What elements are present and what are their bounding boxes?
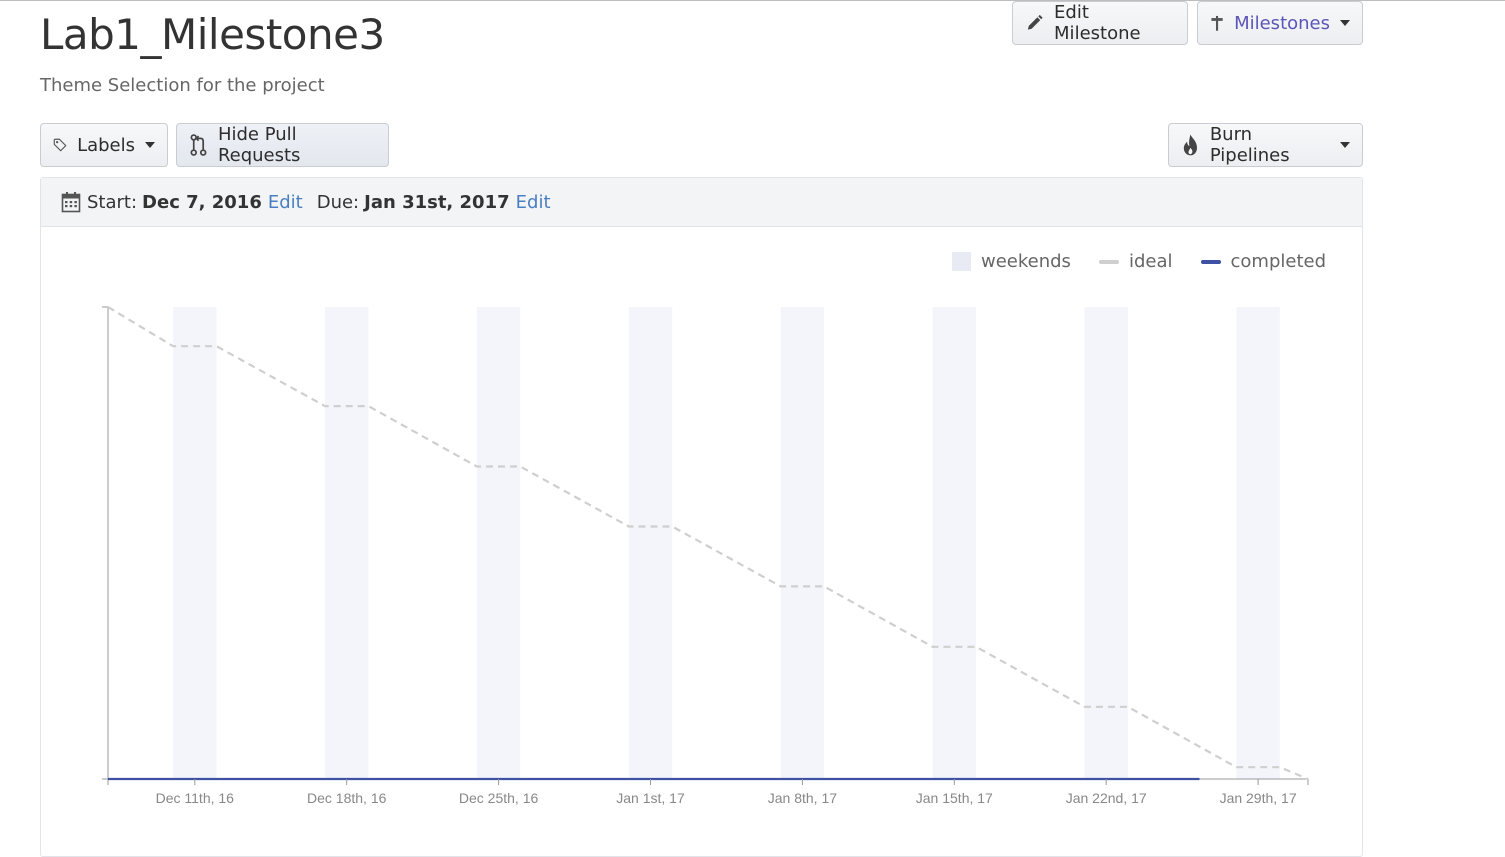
start-date: Dec 7, 2016 — [142, 191, 262, 213]
x-tick-label-1: Dec 18th, 16 — [307, 790, 387, 806]
milestones-label: Milestones — [1234, 12, 1330, 34]
ideal-line — [107, 306, 1309, 781]
weekend-band-1 — [325, 307, 369, 779]
chevron-down-icon — [145, 142, 155, 148]
weekend-band-7 — [1236, 307, 1280, 779]
x-tick-label-3: Jan 1st, 17 — [616, 790, 685, 806]
x-tick-label-4: Jan 8th, 17 — [768, 790, 837, 806]
chart-series — [107, 306, 1309, 781]
burn-pipelines-label: Burn Pipelines — [1209, 124, 1290, 166]
legend-item-ideal: ideal — [1098, 251, 1173, 272]
milestones-dropdown-button[interactable]: Milestones — [1197, 1, 1363, 45]
chevron-down-icon — [1340, 20, 1350, 26]
weekend-band-4 — [780, 307, 825, 779]
labels-dropdown-button[interactable]: Labels — [40, 123, 168, 167]
pull-request-icon — [190, 134, 207, 156]
x-tick-label-6: Jan 22nd, 17 — [1066, 790, 1147, 806]
top-border — [0, 0, 1505, 1]
milestone-dates-bar: Start: Dec 7, 2016 Edit Due: Jan 31st, 2… — [41, 178, 1362, 227]
due-date: Jan 31st, 2017 — [364, 191, 510, 213]
signpost-icon — [1211, 15, 1223, 31]
x-tick-label-0: Dec 11th, 16 — [156, 790, 235, 806]
edit-milestone-button[interactable]: Edit Milestone — [1012, 1, 1188, 45]
legend-item-weekends: weekends — [952, 251, 1071, 272]
legend-item-completed: completed — [1200, 251, 1327, 272]
weekend-band-5 — [932, 307, 976, 779]
edit-milestone-label: Edit Milestone — [1054, 2, 1141, 44]
hide-pull-requests-label: Hide Pull Requests — [217, 124, 301, 166]
flame-icon — [1183, 134, 1197, 156]
page-subtitle: Theme Selection for the project — [40, 75, 325, 96]
labels-label: Labels — [77, 134, 135, 156]
legend-swatch-weekends — [952, 252, 971, 271]
pencil-icon — [1027, 14, 1043, 30]
x-axis-ticks: Dec 11th, 16 Dec 18th, 16 Dec 25th, 16 Jan … — [156, 779, 1297, 806]
x-tick-label-7: Jan 29th, 17 — [1220, 790, 1297, 806]
page-title: Lab1_Milestone3 — [40, 10, 385, 59]
weekend-bands — [173, 307, 1280, 779]
weekend-band-3 — [628, 307, 673, 779]
weekend-band-0 — [173, 307, 217, 779]
burndown-panel: Start: Dec 7, 2016 Edit Due: Jan 31st, 2… — [40, 177, 1363, 857]
legend-label-completed: completed — [1230, 251, 1327, 272]
calendar-icon — [61, 192, 81, 213]
burndown-chart: Dec 11th, 16 Dec 18th, 16 Dec 25th, 16 Jan … — [102, 306, 1309, 806]
chevron-down-icon — [1340, 142, 1350, 148]
burn-pipelines-dropdown-button[interactable]: Burn Pipelines — [1168, 123, 1363, 167]
due-label: Due: — [316, 191, 360, 213]
legend-label-ideal: ideal — [1128, 251, 1173, 272]
tag-icon — [53, 138, 67, 152]
weekend-band-6 — [1084, 307, 1128, 779]
legend-swatch-completed — [1200, 259, 1221, 264]
chart-legend: weekends ideal completed — [952, 251, 1354, 272]
legend-swatch-ideal — [1098, 259, 1119, 264]
edit-start-date-link[interactable]: Edit — [267, 191, 303, 213]
hide-pull-requests-button[interactable]: Hide Pull Requests — [176, 123, 389, 167]
edit-due-date-link[interactable]: Edit — [515, 191, 551, 213]
weekend-band-2 — [476, 307, 521, 779]
legend-label-weekends: weekends — [981, 251, 1071, 272]
start-label: Start: — [87, 191, 138, 213]
x-tick-label-2: Dec 25th, 16 — [459, 790, 539, 806]
x-tick-label-5: Jan 15th, 17 — [916, 790, 993, 806]
